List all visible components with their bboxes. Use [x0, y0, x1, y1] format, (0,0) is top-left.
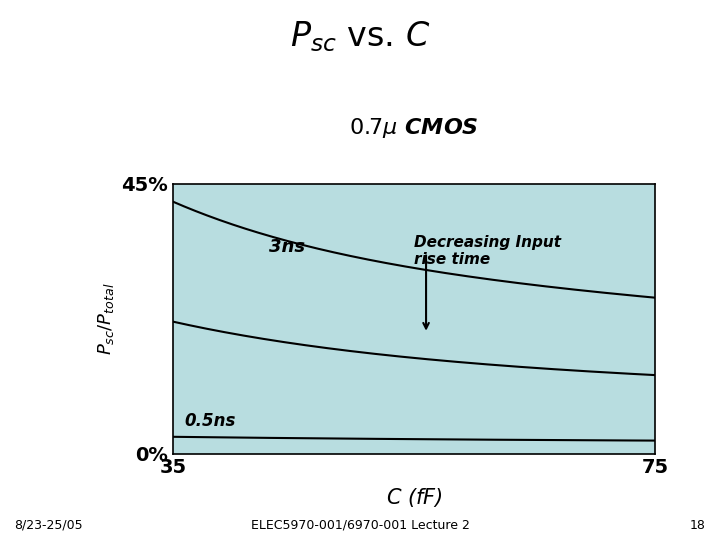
Text: 3ns: 3ns [269, 238, 305, 255]
Text: 0.5ns: 0.5ns [185, 411, 236, 430]
X-axis label: $\it{C}$ (fF): $\it{C}$ (fF) [386, 486, 442, 509]
Text: Decreasing Input
rise time: Decreasing Input rise time [414, 234, 561, 267]
Text: 18: 18 [690, 519, 706, 532]
Text: 8/23-25/05: 8/23-25/05 [14, 519, 83, 532]
Y-axis label: $\it{P}_{sc}/\it{P}_{total}$: $\it{P}_{sc}/\it{P}_{total}$ [96, 282, 116, 355]
Text: ELEC5970-001/6970-001 Lecture 2: ELEC5970-001/6970-001 Lecture 2 [251, 519, 469, 532]
Text: $\it{P}_{sc}$ vs. $\it{C}$: $\it{P}_{sc}$ vs. $\it{C}$ [290, 19, 430, 53]
Text: $\it{0.7\mu}$ CMOS: $\it{0.7\mu}$ CMOS [349, 116, 479, 140]
